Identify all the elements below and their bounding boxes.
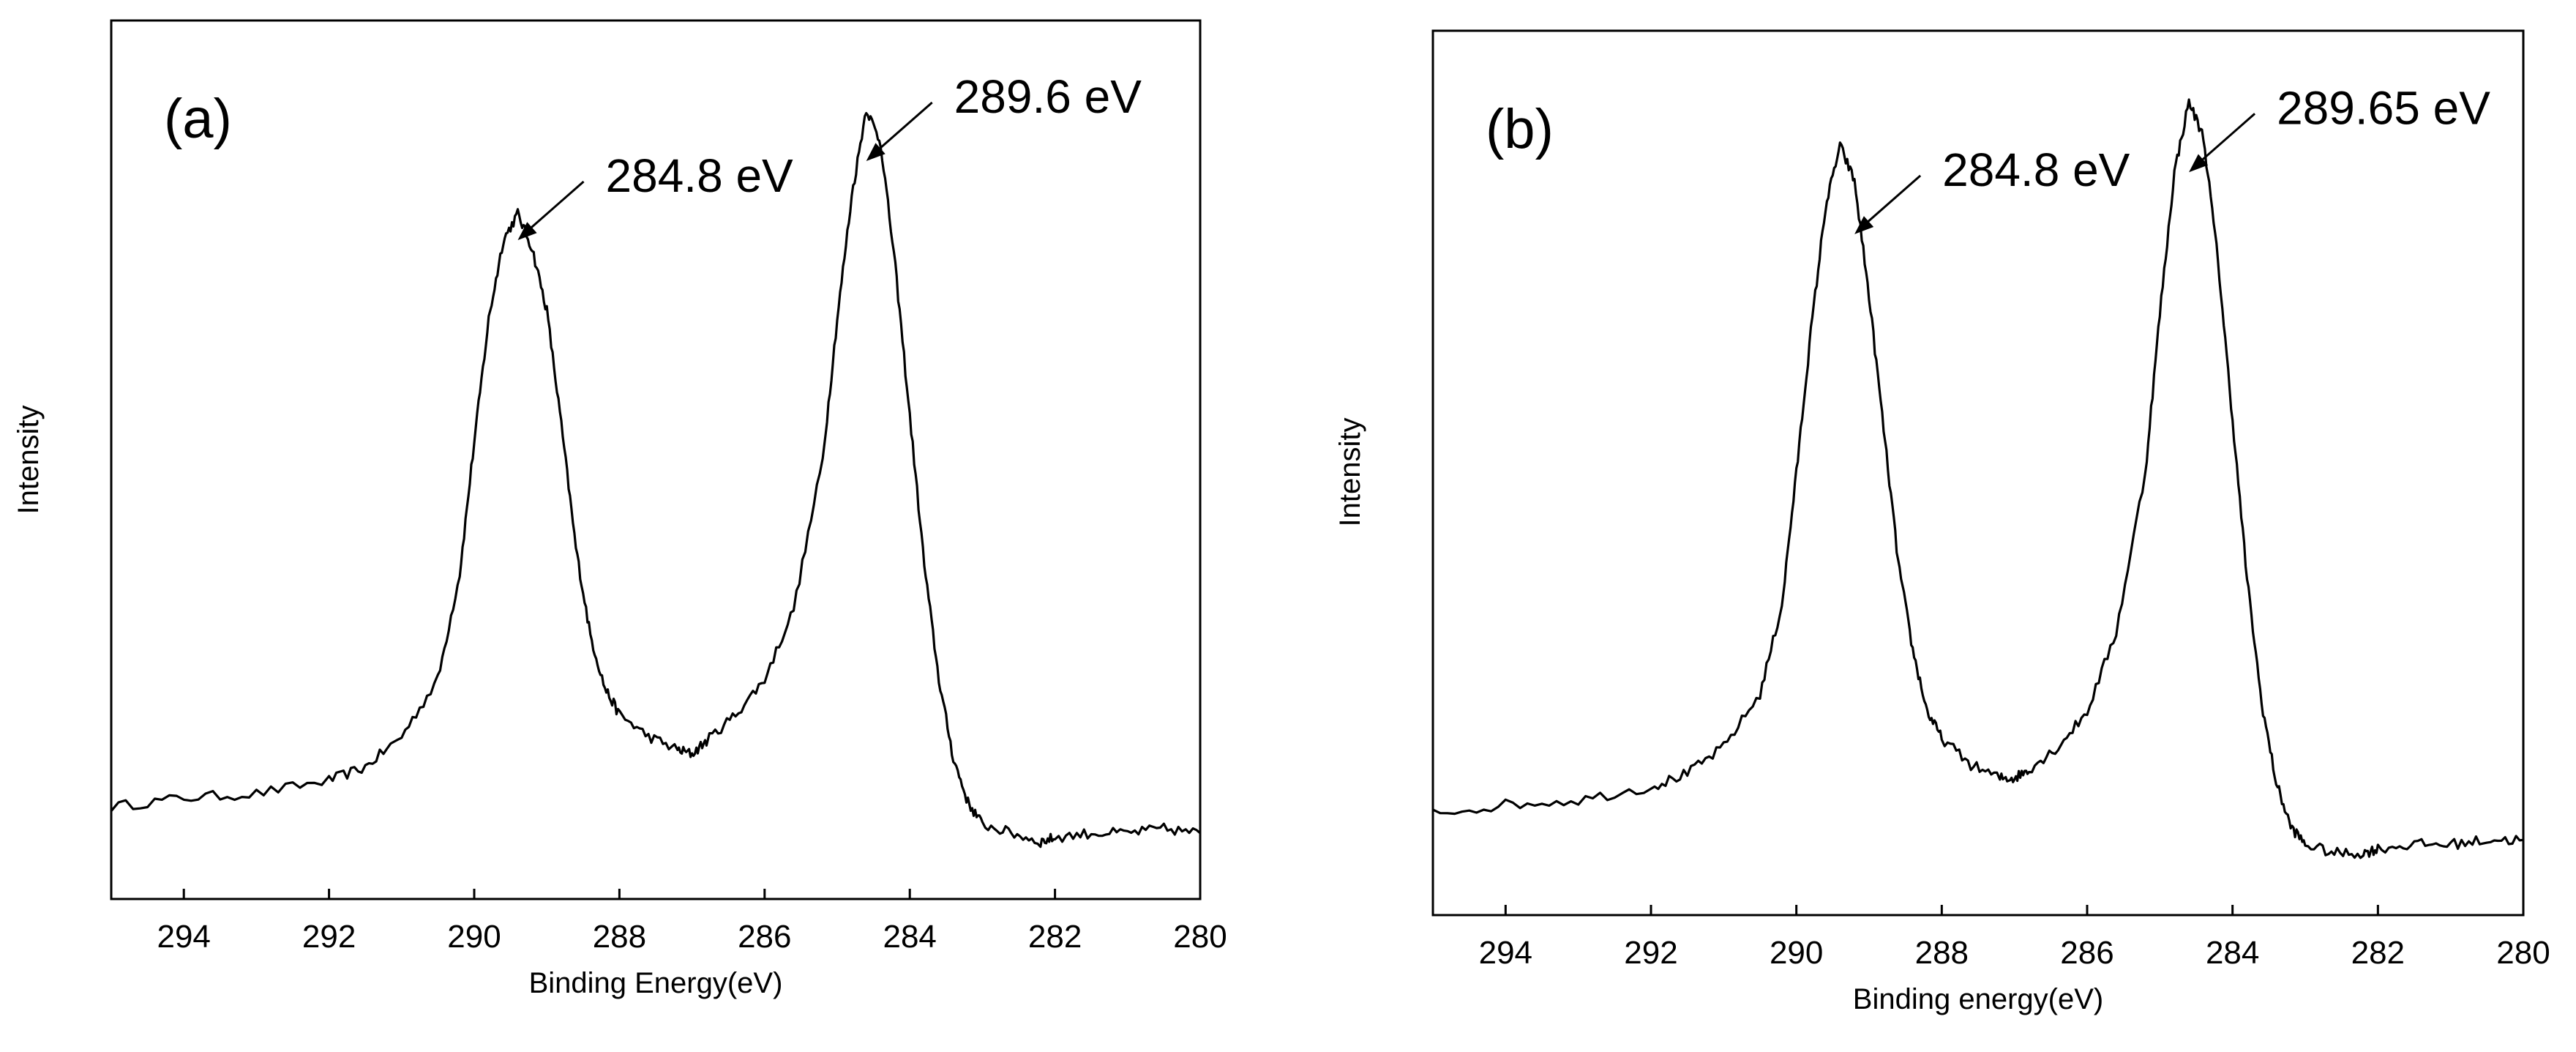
peak-annotation: 284.8 eV [1942, 143, 2130, 196]
x-tick-label: 282 [1028, 919, 1082, 955]
panel-label: (b) [1486, 98, 1554, 160]
annotation-arrowhead [1854, 216, 1874, 234]
peak-annotation: 289.6 eV [954, 70, 1142, 123]
x-tick-label: 294 [1479, 935, 1532, 971]
x-tick-label: 292 [302, 919, 356, 955]
x-tick-label: 294 [157, 919, 210, 955]
annotation-arrow [871, 101, 933, 157]
x-tick-label: 290 [1770, 935, 1823, 971]
peak-annotation: 284.8 eV [606, 149, 794, 202]
x-tick-label: 286 [738, 919, 791, 955]
plot-frame [1431, 29, 2525, 917]
x-tick-label: 282 [2351, 935, 2405, 971]
y-axis-title: Intensity [12, 406, 45, 515]
x-axis-title: Binding energy(eV) [1853, 983, 2103, 1015]
x-tick-label: 292 [1624, 935, 1677, 971]
plot-frame [110, 19, 1202, 900]
spectrum-line [1432, 98, 2524, 859]
spectrum-line [110, 112, 1202, 848]
panel-a: 294 292 290 288 286 284 282 280 Binding Energy(e… [12, 19, 1227, 999]
y-axis-title: Intensity [1334, 418, 1366, 527]
peak-annotation: 289.65 eV [2277, 81, 2490, 134]
x-tick-label: 288 [1915, 935, 1969, 971]
x-tick-label: 286 [2060, 935, 2113, 971]
annotation-arrowhead [866, 143, 886, 161]
x-axis-title: Binding Energy(eV) [529, 967, 783, 999]
x-tick-label: 284 [883, 919, 936, 955]
annotation-arrowhead [517, 222, 537, 240]
annotation-arrow [1860, 174, 1922, 229]
panel-label: (a) [164, 88, 232, 150]
x-tick-label: 280 [2496, 935, 2550, 971]
x-tick-label: 288 [593, 919, 646, 955]
annotation-arrowhead [2189, 154, 2209, 173]
annotation-arrow [2194, 113, 2256, 168]
annotation-arrow [523, 180, 585, 236]
panel-b: 294 292 290 288 286 284 282 280 Binding energy(e… [1334, 29, 2550, 1015]
x-tick-label: 284 [2206, 935, 2259, 971]
x-tick-label: 290 [447, 919, 501, 955]
x-tick-label: 280 [1173, 919, 1227, 955]
